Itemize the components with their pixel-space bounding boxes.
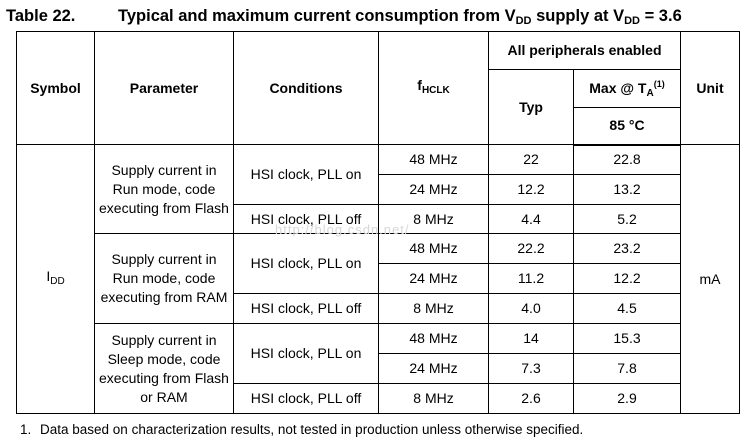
fhclk-value: 24 MHz xyxy=(378,174,489,205)
header-unit: Unit xyxy=(680,31,740,145)
header-symbol: Symbol xyxy=(16,31,95,145)
table-title-text: Typical and maximum current consumption … xyxy=(118,7,682,27)
typ-value: 4.4 xyxy=(488,204,574,234)
max-value: 23.2 xyxy=(573,233,681,264)
max-value: 5.2 xyxy=(573,204,681,234)
footnote: 1. Data based on characterization results… xyxy=(20,422,583,437)
condition-pll-on: HSI clock, PLL on xyxy=(233,323,379,384)
condition-pll-off: HSI clock, PLL off xyxy=(233,383,379,414)
fhclk-value: 8 MHz xyxy=(378,383,489,414)
current-consumption-table: Symbol Parameter Conditions fHCLK All pe… xyxy=(16,31,740,414)
typ-value: 2.6 xyxy=(488,383,574,414)
parameter-run-ram: Supply current in Run mode, code executi… xyxy=(94,233,234,324)
fhclk-value: 8 MHz xyxy=(378,204,489,234)
condition-pll-on: HSI clock, PLL on xyxy=(233,233,379,294)
max-value: 22.8 xyxy=(573,144,681,175)
header-temperature: 85 °C xyxy=(573,107,681,146)
parameter-sleep: Supply current in Sleep mode, code execu… xyxy=(94,323,234,414)
max-value: 4.5 xyxy=(573,293,681,324)
max-value: 13.2 xyxy=(573,174,681,205)
header-typ: Typ xyxy=(488,69,574,145)
fhclk-value: 48 MHz xyxy=(378,144,489,175)
typ-value: 12.2 xyxy=(488,174,574,205)
typ-value: 4.0 xyxy=(488,293,574,324)
symbol-idd: IDD xyxy=(16,144,95,414)
condition-pll-off: HSI clock, PLL off xyxy=(233,204,379,234)
typ-value: 7.3 xyxy=(488,353,574,384)
table-number: Table 22. xyxy=(6,7,76,25)
max-value: 12.2 xyxy=(573,263,681,294)
fhclk-value: 24 MHz xyxy=(378,263,489,294)
fhclk-value: 48 MHz xyxy=(378,323,489,354)
header-all-peripherals: All peripherals enabled xyxy=(488,31,681,70)
condition-pll-off: HSI clock, PLL off xyxy=(233,293,379,324)
header-fhclk: fHCLK xyxy=(378,31,489,145)
table-title: Table 22. Typical and maximum current con… xyxy=(6,2,750,30)
header-max: Max @ TA(1) xyxy=(573,69,681,108)
header-conditions: Conditions xyxy=(233,31,379,145)
fhclk-value: 48 MHz xyxy=(378,233,489,264)
typ-value: 22.2 xyxy=(488,233,574,264)
header-parameter: Parameter xyxy=(94,31,234,145)
typ-value: 22 xyxy=(488,144,574,175)
max-value: 2.9 xyxy=(573,383,681,414)
fhclk-value: 24 MHz xyxy=(378,353,489,384)
fhclk-value: 8 MHz xyxy=(378,293,489,324)
footnote-text: Data based on characterization results, … xyxy=(40,422,584,437)
typ-value: 11.2 xyxy=(488,263,574,294)
footnote-number: 1. xyxy=(20,422,32,437)
parameter-run-flash: Supply current in Run mode, code executi… xyxy=(94,144,234,234)
typ-value: 14 xyxy=(488,323,574,354)
max-value: 15.3 xyxy=(573,323,681,354)
unit-value: mA xyxy=(680,144,740,414)
max-value: 7.8 xyxy=(573,353,681,384)
condition-pll-on: HSI clock, PLL on xyxy=(233,144,379,205)
